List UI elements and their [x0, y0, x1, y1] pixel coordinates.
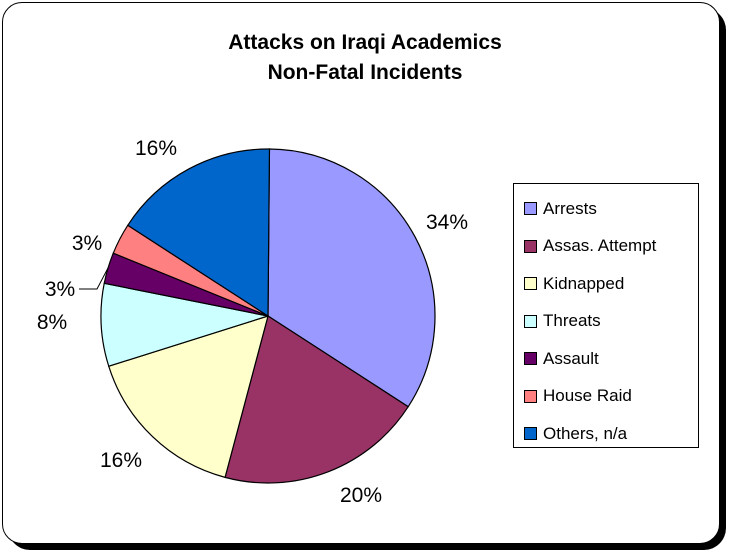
data-label: 16%	[100, 449, 142, 472]
legend-label: Kidnapped	[543, 273, 625, 293]
pie-slice-kidnapped	[107, 315, 269, 479]
chart-title-block: Attacks on Iraqi Academics Non-Fatal Inc…	[0, 28, 730, 88]
pie-slice-others-n-a	[126, 148, 271, 318]
legend-swatch	[524, 427, 537, 441]
legend-swatch	[524, 314, 537, 328]
pie-slice-assas-attempt	[224, 315, 410, 484]
chart-subtitle: Non-Fatal Incidents	[267, 61, 463, 84]
data-label: 16%	[135, 137, 177, 160]
legend-swatch	[524, 239, 537, 253]
leader-line	[79, 267, 109, 290]
legend-swatch	[524, 277, 537, 291]
chart-title: Attacks on Iraqi Academics	[228, 31, 502, 54]
legend-label: House Raid	[543, 386, 632, 406]
legend-item: House Raid	[514, 378, 698, 416]
data-label: 3%	[45, 278, 75, 301]
legend-label: Assas. Attempt	[543, 236, 657, 256]
data-label: 8%	[37, 311, 67, 334]
chart-legend: Arrests Assas. Attempt Kidnapped Threats Ass…	[513, 183, 699, 448]
pie-slice-arrests	[267, 148, 436, 408]
data-label: 20%	[340, 484, 382, 507]
legend-item: Assault	[514, 340, 698, 378]
legend-swatch	[524, 352, 537, 366]
legend-item: Assas. Attempt	[514, 228, 698, 266]
legend-swatch	[524, 202, 537, 216]
legend-label: Threats	[543, 311, 601, 331]
legend-label: Others, n/a	[543, 423, 628, 443]
data-label: 3%	[72, 232, 102, 255]
legend-label: Arrests	[543, 198, 597, 218]
legend-label: Assault	[543, 348, 599, 368]
legend-swatch	[524, 389, 537, 403]
legend-item: Kidnapped	[514, 265, 698, 303]
legend-item: Arrests	[514, 190, 698, 228]
legend-item: Others, n/a	[514, 415, 698, 453]
legend-item: Threats	[514, 303, 698, 341]
data-label: 34%	[426, 211, 468, 234]
